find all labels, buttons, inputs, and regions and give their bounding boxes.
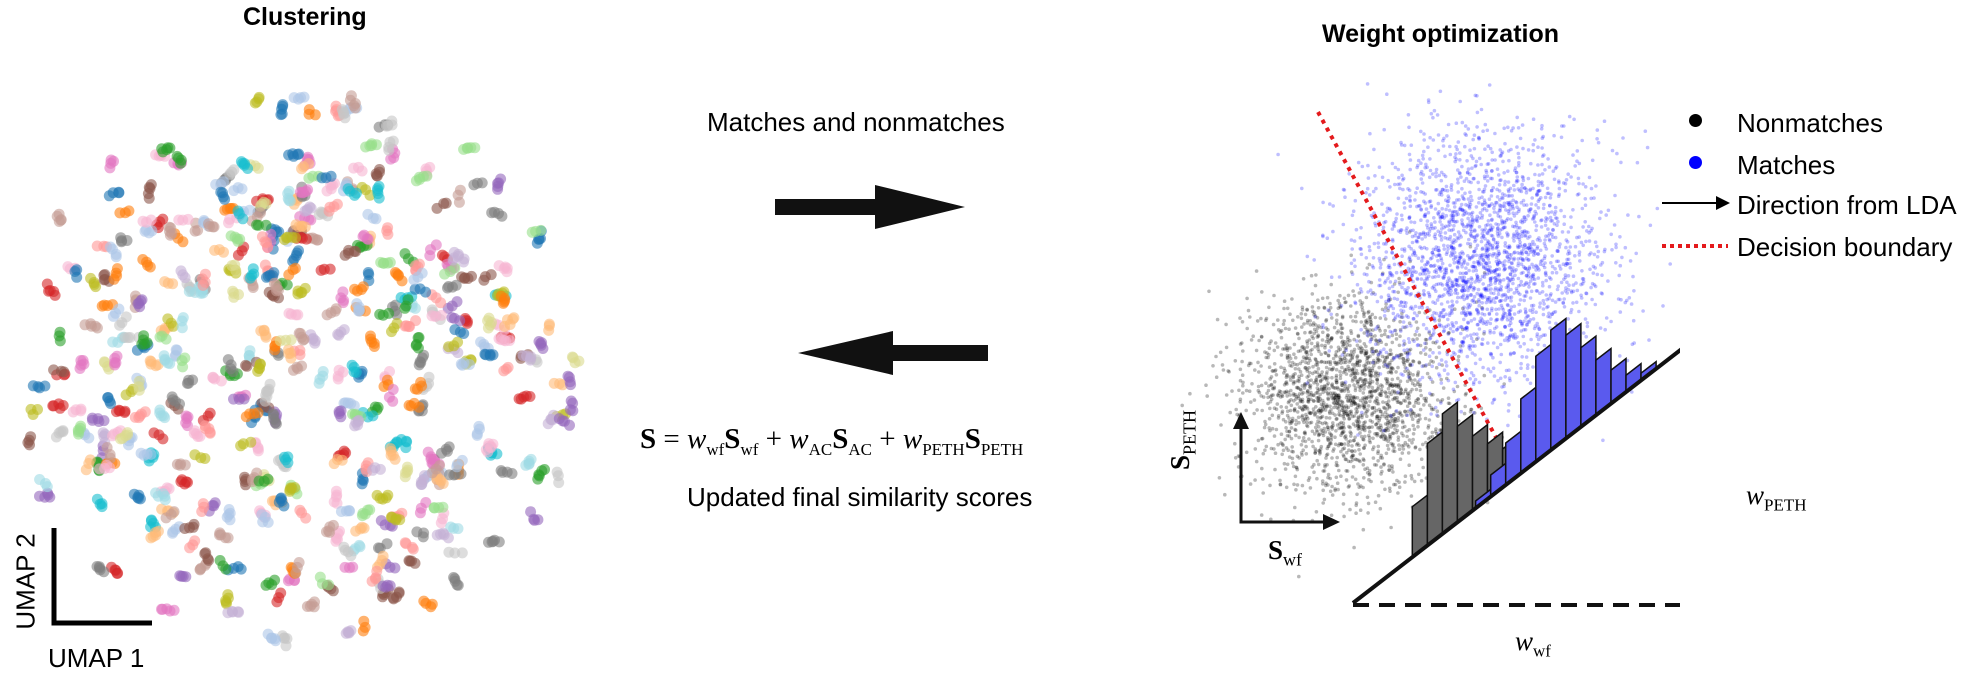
legend-nonmatches: Nonmatches bbox=[1737, 108, 1883, 138]
s-wf-axis-label: Swf bbox=[1268, 535, 1303, 570]
lda-scatter-points bbox=[1180, 82, 1672, 579]
nonmatch-marker-icon bbox=[1689, 114, 1702, 127]
legend-matches: Matches bbox=[1737, 150, 1836, 180]
matches-nonmatches-label: Matches and nonmatches bbox=[707, 107, 1005, 137]
lda-direction-line bbox=[1351, 347, 1680, 605]
x-axis-arrowhead-icon bbox=[1323, 514, 1340, 530]
legend: Nonmatches Matches Direction from LDA De… bbox=[1660, 106, 1980, 276]
histogram-bar bbox=[1520, 385, 1537, 475]
umap2-axis-label: UMAP 2 bbox=[10, 533, 41, 630]
legend-direction: Direction from LDA bbox=[1737, 190, 1957, 220]
similarity-formula: S = wwfSwf + wACSAC + wPETHSPETH bbox=[640, 423, 1024, 459]
legend-boundary: Decision boundary bbox=[1737, 232, 1953, 262]
s-peth-axis-label: SPETH bbox=[1165, 409, 1200, 470]
direction-legend-icon bbox=[1662, 196, 1730, 210]
arrows bbox=[775, 185, 988, 375]
forward-arrow-icon bbox=[775, 185, 965, 229]
histogram-bar bbox=[1441, 400, 1459, 536]
backward-arrow-icon bbox=[798, 331, 988, 375]
match-marker-icon bbox=[1689, 156, 1702, 169]
umap-axes bbox=[51, 528, 152, 626]
histogram-bar bbox=[1565, 322, 1582, 441]
weight-optimization-figure bbox=[1180, 82, 1680, 607]
umap1-axis-label: UMAP 1 bbox=[48, 643, 145, 673]
w-peth-label: wPETH bbox=[1746, 480, 1807, 515]
decision-boundary-line bbox=[1316, 111, 1512, 464]
weight-optimization-title: Weight optimization bbox=[1322, 20, 1560, 48]
histogram-bar bbox=[1456, 413, 1474, 524]
histogram-bar bbox=[1535, 342, 1552, 464]
umap-cluster-points bbox=[22, 90, 585, 652]
updated-scores-label: Updated final similarity scores bbox=[687, 482, 1033, 512]
histogram-bar bbox=[1426, 430, 1444, 548]
umap-scatter bbox=[22, 90, 585, 652]
y-axis-arrowhead-icon bbox=[1233, 412, 1249, 429]
feature-axes bbox=[1239, 426, 1328, 524]
clustering-title: Clustering bbox=[243, 3, 367, 31]
histogram-bar bbox=[1580, 334, 1597, 429]
histogram-bar bbox=[1550, 316, 1567, 452]
w-wf-label: wwf bbox=[1515, 626, 1551, 661]
boundary-legend-icon bbox=[1662, 244, 1728, 248]
